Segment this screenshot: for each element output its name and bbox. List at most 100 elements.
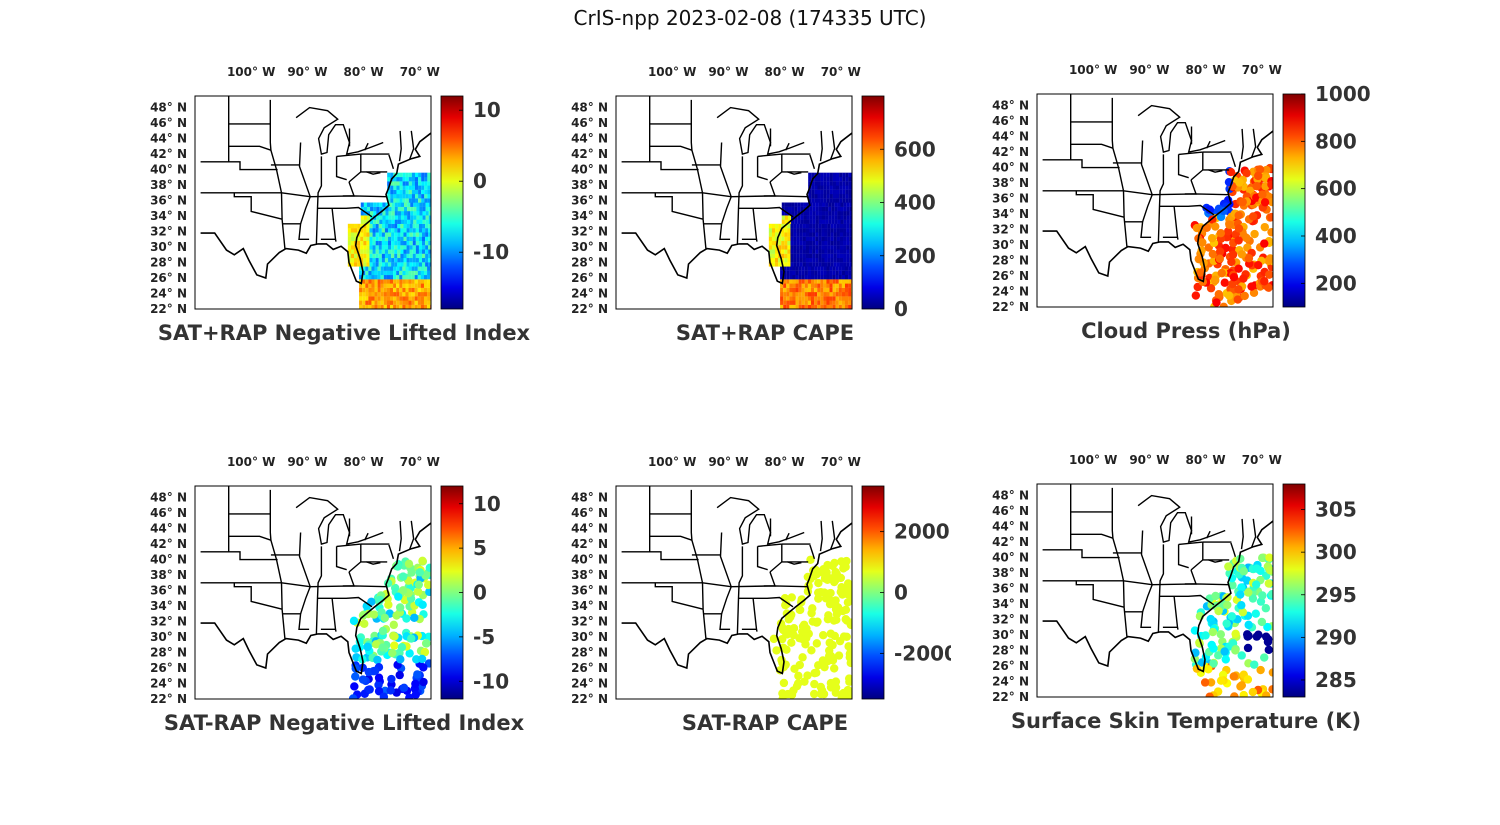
heatmap-cell	[394, 236, 398, 242]
heatmap-cell	[812, 253, 816, 259]
heatmap-cell	[849, 253, 852, 259]
heatmap-cell	[427, 176, 431, 182]
heatmap-cell	[350, 236, 355, 242]
lon-tick-label: 70° W	[1242, 453, 1282, 467]
heatmap-cell	[790, 253, 794, 259]
state-border	[298, 142, 311, 225]
heatmap-cell	[363, 211, 367, 216]
heatmap-cell	[418, 181, 422, 186]
map-panel-3: 100° W 90° W 80° W 70° W48° N46° N44° N42° …	[992, 63, 1371, 343]
heatmap-cell	[402, 176, 406, 182]
heatmap-cell	[800, 211, 804, 216]
heatmap-cell	[417, 266, 421, 271]
scatter-point	[387, 674, 396, 684]
scatter-point	[831, 570, 840, 580]
heatmap-cell	[781, 206, 785, 212]
heatmap-cell	[399, 304, 403, 309]
scatter-point	[826, 678, 836, 688]
heatmap-cell	[835, 304, 839, 309]
lat-tick-label: 46° N	[150, 506, 187, 520]
heatmap-cell	[846, 206, 850, 212]
state-border	[1208, 169, 1223, 173]
heatmap-cell	[378, 257, 382, 263]
heatmap-cell	[845, 172, 849, 178]
scatter-point	[1266, 566, 1273, 575]
heatmap-cell	[781, 245, 785, 250]
heatmap-cell	[417, 279, 421, 284]
heatmap-cell	[809, 245, 813, 250]
scatter-point	[418, 556, 427, 566]
heatmap-cell	[379, 211, 383, 216]
scatter-point	[1214, 651, 1223, 660]
heatmap-cell	[849, 211, 852, 216]
lat-tick-label: 48° N	[992, 489, 1029, 503]
heatmap-cell	[424, 176, 428, 182]
heatmap-cell	[799, 257, 803, 263]
heatmap-cell	[778, 223, 782, 229]
heatmap-cell	[408, 172, 412, 178]
heatmap-cell	[799, 249, 803, 254]
heatmap-cell	[826, 279, 830, 284]
heatmap-cell	[363, 253, 367, 259]
lat-tick-label: 22° N	[571, 692, 608, 706]
colorbar-tick-label: 0	[473, 169, 487, 193]
heatmap-cell	[357, 236, 361, 242]
heatmap-cell	[403, 253, 407, 259]
heatmap-cell	[797, 211, 801, 216]
heatmap-cell	[829, 185, 833, 190]
state-border	[785, 532, 790, 541]
scatter-point	[844, 674, 852, 683]
heatmap-cell	[421, 176, 425, 182]
heatmap-cell	[377, 287, 381, 293]
heatmap-cell	[835, 270, 839, 276]
lat-tick-label: 42° N	[992, 535, 1029, 549]
lat-tick-label: 48° N	[150, 101, 187, 115]
heatmap-cell	[802, 240, 806, 246]
heatmap-cell	[837, 206, 841, 212]
heatmap-cell	[407, 206, 411, 212]
heatmap-cell	[428, 228, 431, 233]
scatter-point	[1223, 600, 1232, 610]
scatter-point	[1234, 211, 1243, 220]
scatter-point	[820, 662, 829, 672]
heatmap-cell	[381, 245, 385, 250]
heatmap-cell	[408, 296, 412, 301]
heatmap-cell	[383, 279, 387, 284]
heatmap-cell	[391, 211, 395, 216]
heatmap-cell	[360, 202, 364, 207]
heatmap-cell	[418, 176, 422, 182]
heatmap-cell	[778, 249, 782, 254]
heatmap-cell	[391, 236, 395, 242]
heatmap-cell	[405, 198, 409, 203]
map-panel-4: 100° W 90° W 80° W 70° W48° N46° N44° N42° …	[150, 455, 524, 735]
lat-tick-label: 24° N	[571, 677, 608, 691]
data-layer	[1042, 94, 1273, 307]
heatmap-cell	[381, 228, 385, 233]
heatmap-cell	[393, 189, 397, 195]
state-border	[348, 561, 388, 573]
heatmap-cell	[831, 206, 835, 212]
heatmap-cell	[378, 262, 382, 267]
heatmap-cell	[798, 304, 802, 309]
heatmap-cell	[414, 270, 418, 276]
heatmap-cell	[363, 257, 367, 263]
heatmap-cell	[379, 219, 383, 224]
heatmap-cell	[849, 202, 852, 207]
lat-tick-label: 22° N	[150, 692, 187, 706]
heatmap-cell	[360, 215, 364, 220]
heatmap-cell	[812, 236, 816, 242]
heatmap-cell	[414, 291, 418, 297]
scatter-point	[358, 675, 368, 684]
heatmap-cell	[397, 262, 401, 267]
heatmap-cell	[833, 253, 837, 259]
heatmap-cell	[786, 283, 790, 288]
heatmap-cell	[408, 189, 412, 195]
scatter-point	[1227, 257, 1236, 267]
heatmap-cell	[362, 274, 366, 280]
heatmap-cell	[835, 300, 839, 305]
heatmap-cell	[802, 245, 806, 250]
heatmap-cell	[834, 219, 838, 224]
lat-tick-label: 48° N	[571, 491, 608, 505]
state-border	[716, 106, 805, 156]
lat-tick-label: 22° N	[992, 300, 1029, 314]
